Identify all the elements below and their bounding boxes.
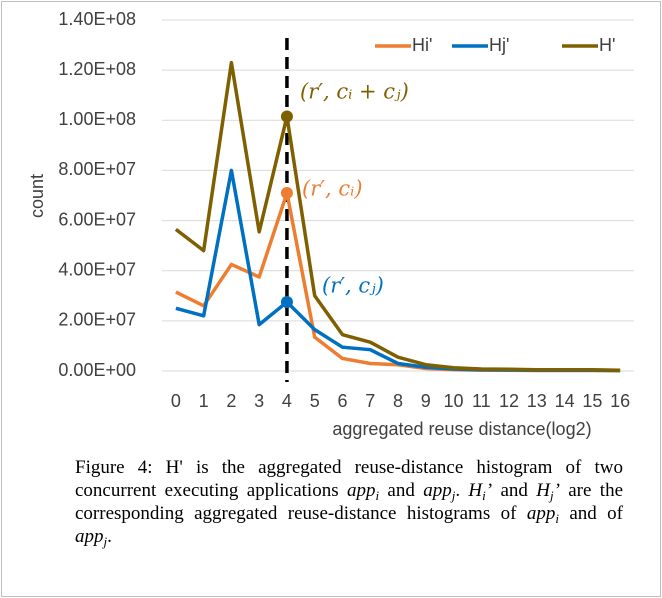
highlight-point [280,296,293,309]
caption-text: ’ [485,480,493,501]
legend-label: Hj' [489,35,509,55]
x-tick-label: 8 [393,391,403,411]
caption-text: app [75,526,104,547]
x-tick-label: 3 [254,391,264,411]
annotation: (r′, cᵢ + cⱼ) [300,80,409,104]
y-tick-label: 4.00E+07 [58,259,136,279]
caption-text: app [423,480,452,501]
caption-text: i [482,488,486,503]
y-axis-label: count [27,174,47,218]
caption: Figure 4: H' is the aggregated reuse-dis… [75,456,623,548]
x-axis-label: aggregated reuse distance(log2) [332,419,591,439]
y-tick-label: 1.00E+08 [58,109,136,129]
x-tick-label: 5 [310,391,320,411]
y-tick-label: 8.00E+07 [58,159,136,179]
legend-label: H' [599,35,615,55]
x-tick-label: 7 [365,391,375,411]
x-tick-label: 13 [527,391,547,411]
x-tick-label: 4 [282,391,292,411]
highlight-point [280,110,293,123]
caption-text: . [455,480,469,501]
annotation: (r′, cᵢ) [302,177,363,201]
x-tick-label: 6 [337,391,347,411]
y-tick-label: 1.40E+08 [58,9,136,29]
legend-label: Hi' [412,35,432,55]
caption-text: H [468,480,483,501]
caption-text: and of [558,503,623,524]
x-tick-label: 1 [199,391,209,411]
caption-text: and [492,480,537,501]
annotation: (r′, cⱼ) [322,274,384,298]
caption-text: i [555,511,559,526]
caption-text: . [107,526,112,547]
x-tick-label: 11 [472,391,491,411]
x-tick-label: 12 [499,391,519,411]
caption-text: j [451,488,456,503]
series-line [174,60,621,372]
x-tick-label: 2 [226,391,236,411]
chart: count aggregated reuse distance(log2) 0.… [27,9,634,439]
caption-text: H [536,480,550,501]
caption-text: and [379,480,424,501]
caption-text: are the corresponding aggregated reuse-d… [75,480,623,524]
x-tick-label: 0 [171,391,181,411]
x-tick-label: 14 [555,391,575,411]
caption-text: j [103,534,108,549]
caption-text: i [375,488,380,503]
caption-text: j [549,488,554,503]
x-tick-label: 10 [444,391,464,411]
highlight-point [280,186,293,199]
caption-text: app [526,503,556,524]
y-tick-label: 2.00E+07 [58,310,136,330]
series-line [175,191,621,373]
caption-text: ’ [553,480,560,501]
y-tick-label: 6.00E+07 [58,209,136,229]
x-tick-label: 16 [610,391,630,411]
y-tick-label: 0.00E+00 [58,360,136,380]
x-tick-label: 15 [582,391,602,411]
x-tick-label: 9 [421,391,431,411]
caption-text: Figure 4: H' is the aggregated reuse-dis… [75,457,623,501]
caption-text: app [346,480,376,501]
y-tick-label: 1.20E+08 [58,59,136,79]
